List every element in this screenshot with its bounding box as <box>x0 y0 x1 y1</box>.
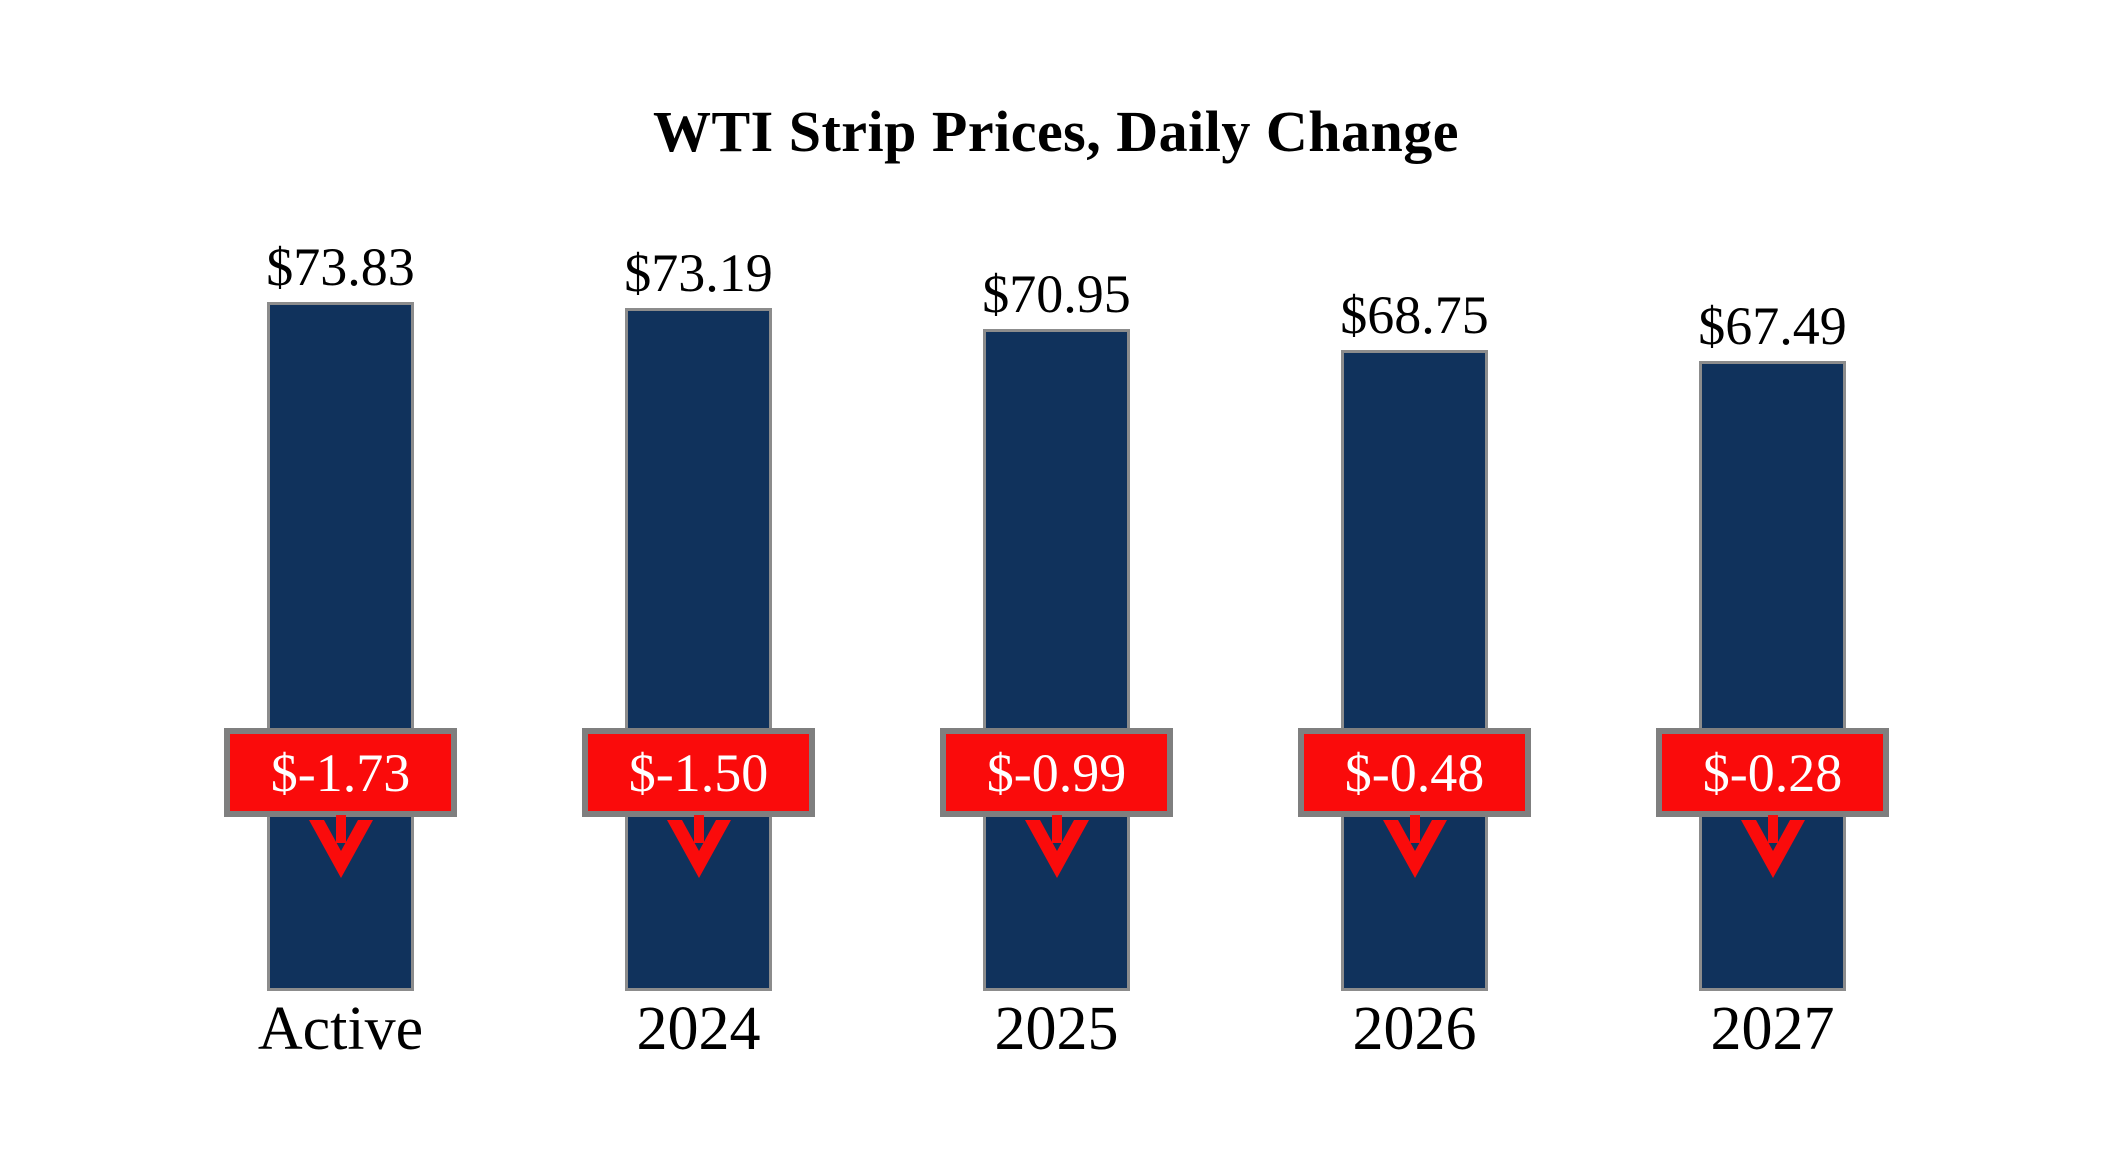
bar-value-label: $70.95 <box>982 264 1131 324</box>
bar <box>625 308 772 991</box>
bar-value-label: $68.75 <box>1340 285 1489 345</box>
change-badge-label: $-1.50 <box>628 742 769 803</box>
change-badge-label: $-1.73 <box>270 742 411 803</box>
change-badge: $-0.48 <box>1298 728 1531 817</box>
bar <box>1699 361 1846 991</box>
bar-value-label: $73.19 <box>624 243 773 303</box>
bar <box>267 302 414 991</box>
change-badge-label: $-0.99 <box>986 742 1127 803</box>
change-badge-label: $-0.48 <box>1344 742 1485 803</box>
down-arrow-icon <box>666 815 732 879</box>
change-badge: $-0.99 <box>940 728 1173 817</box>
change-badge: $-1.50 <box>582 728 815 817</box>
category-label: Active <box>257 995 424 1063</box>
bar-value-label: $73.83 <box>266 237 415 297</box>
down-arrow-icon <box>1024 815 1090 879</box>
change-badge: $-1.73 <box>224 728 457 817</box>
bar-value-label: $67.49 <box>1698 296 1847 356</box>
change-badge-label: $-0.28 <box>1702 742 1843 803</box>
category-label: 2025 <box>994 995 1119 1063</box>
down-arrow-icon <box>1382 815 1448 879</box>
category-label: 2024 <box>636 995 761 1063</box>
down-arrow-icon <box>1740 815 1806 879</box>
category-label: 2026 <box>1352 995 1477 1063</box>
change-badge: $-0.28 <box>1656 728 1889 817</box>
down-arrow-icon <box>308 815 374 879</box>
category-label: 2027 <box>1710 995 1835 1063</box>
chart-title: WTI Strip Prices, Daily Change <box>652 99 1460 164</box>
bar <box>1341 350 1488 991</box>
bar <box>983 329 1130 991</box>
